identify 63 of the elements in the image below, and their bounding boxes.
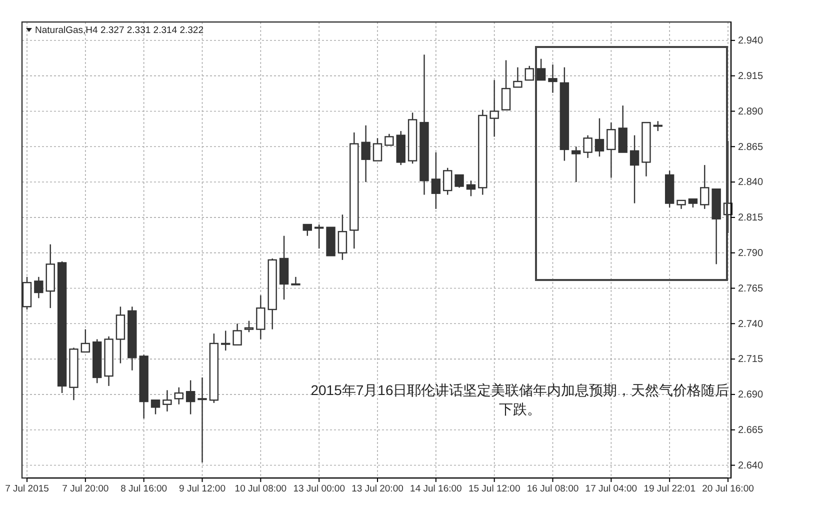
x-tick-label: 20 Jul 16:00: [702, 484, 754, 495]
x-tick-label: 19 Jul 22:01: [644, 484, 696, 495]
candlestick: [513, 66, 522, 88]
candlestick: [583, 134, 592, 159]
y-tick-label: 2.665: [738, 425, 764, 436]
y-tick-label: 2.940: [738, 36, 764, 47]
x-tick-label: 17 Jul 04:00: [585, 484, 638, 495]
x-tick-label: 8 Jul 16:00: [120, 484, 168, 495]
candlestick: [501, 60, 511, 110]
y-tick-label: 2.915: [738, 71, 764, 82]
y-tick-label: 2.865: [738, 142, 764, 153]
y-tick-label: 2.715: [738, 354, 764, 366]
candlestick: [606, 122, 616, 178]
candlestick: [174, 386, 184, 405]
candlestick: [372, 138, 382, 162]
y-tick-label: 2.740: [738, 318, 764, 330]
x-tick-label: 15 Jul 12:00: [468, 484, 520, 495]
y-tick-label: 2.840: [738, 177, 764, 188]
candlestick: [150, 400, 160, 415]
y-tick-label: 2.790: [738, 248, 764, 260]
candlestick: [186, 380, 196, 415]
candlestick: [630, 134, 640, 204]
candlestick: [302, 224, 312, 236]
x-tick-label: 14 Jul 16:00: [410, 484, 462, 495]
candlestick: [361, 124, 370, 183]
y-tick-label: 2.815: [738, 212, 764, 224]
candlestick: [162, 390, 172, 412]
x-tick-label: 13 Jul 00:00: [293, 484, 345, 495]
y-tick-label: 2.640: [738, 460, 764, 472]
candlestick: [572, 146, 581, 183]
y-tick-label: 2.890: [738, 106, 764, 118]
x-tick-label: 7 Jul 2015: [5, 484, 49, 495]
x-tick-label: 10 Jul 08:00: [234, 484, 287, 495]
candlestick: [338, 214, 348, 261]
candlestick: [256, 294, 266, 340]
candlestick: [490, 79, 499, 138]
x-tick-label: 13 Jul 20:00: [352, 484, 404, 495]
x-tick-label: 16 Jul 08:00: [526, 484, 579, 495]
candlestick: [384, 133, 394, 146]
candlestick: [291, 276, 300, 286]
candlestick: [198, 376, 207, 464]
candlestick: [700, 164, 710, 210]
candlestick: [431, 152, 441, 210]
candlestick: [80, 328, 90, 353]
x-tick-label: 9 Jul 12:00: [179, 484, 226, 495]
y-tick-label: 2.690: [738, 390, 764, 401]
candlestick: [466, 180, 476, 197]
candlestick: [548, 64, 558, 94]
chart-title: NaturalGas,H4 2.327 2.331 2.314 2.322: [35, 25, 204, 36]
candlestick: [594, 118, 604, 158]
candlestick: [653, 120, 662, 132]
candlestick: [454, 174, 464, 188]
candlestick: [536, 58, 546, 81]
candlestick: [524, 65, 534, 81]
candlestick: [443, 167, 452, 196]
x-tick-label: 7 Jul 20:00: [62, 484, 109, 495]
candlestick: [232, 323, 242, 346]
annotation: 2015年7月16日耶伦讲话坚定美联储年内加息预期，天然气价格随后下跌。: [310, 382, 730, 417]
candlestick: [221, 330, 230, 352]
candlestick: [34, 276, 44, 299]
candlestick: [244, 320, 254, 333]
candlestick: [314, 224, 324, 250]
y-tick-label: 2.765: [738, 283, 764, 294]
